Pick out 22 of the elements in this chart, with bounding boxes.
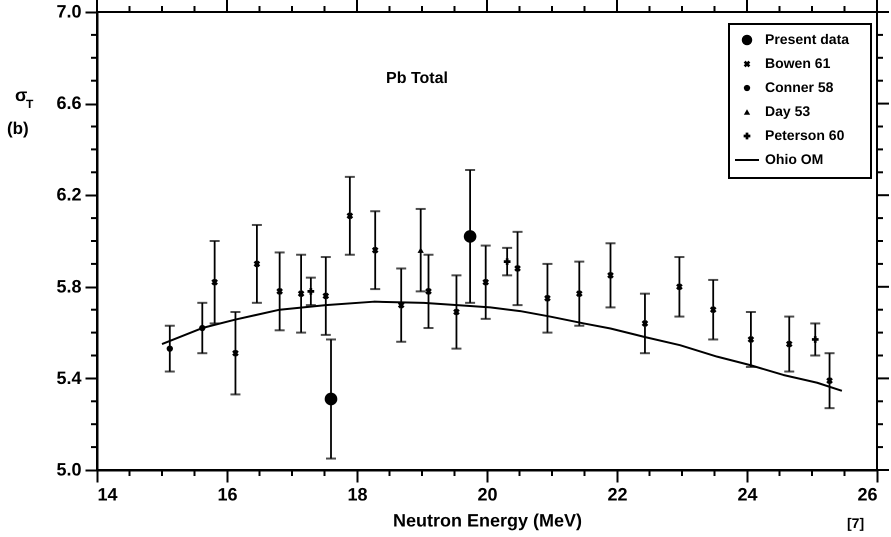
legend-label: Ohio OM	[765, 151, 824, 167]
legend-label: Present data	[765, 31, 850, 47]
x-tick-label: 24	[737, 484, 758, 504]
y-tick-label: 6.6	[56, 93, 82, 114]
legend-label: Peterson 60	[765, 127, 845, 143]
y-tick-label: 7.0	[56, 2, 82, 22]
legend-label: Day 53	[765, 103, 810, 119]
y-tick-label: 5.4	[56, 368, 82, 388]
x-tick-label: 26	[857, 484, 878, 504]
x-tick-label: 22	[607, 484, 628, 504]
legend-label: Bowen 61	[765, 55, 831, 71]
text: Pb Total	[386, 70, 448, 87]
x-tick-label: 14	[98, 484, 118, 504]
y-tick-label: 6.2	[56, 184, 82, 205]
y-tick-label: 5.0	[56, 460, 82, 480]
legend-label: Conner 58	[765, 79, 834, 95]
x-tick-label: 20	[477, 484, 498, 504]
x-tick-label: 18	[347, 484, 368, 504]
x-axis-title: Neutron Energy (MeV)	[392, 510, 582, 530]
text: [7]	[847, 515, 864, 531]
x-tick-label: 16	[217, 484, 238, 504]
y-tick-label: 5.8	[56, 276, 82, 296]
